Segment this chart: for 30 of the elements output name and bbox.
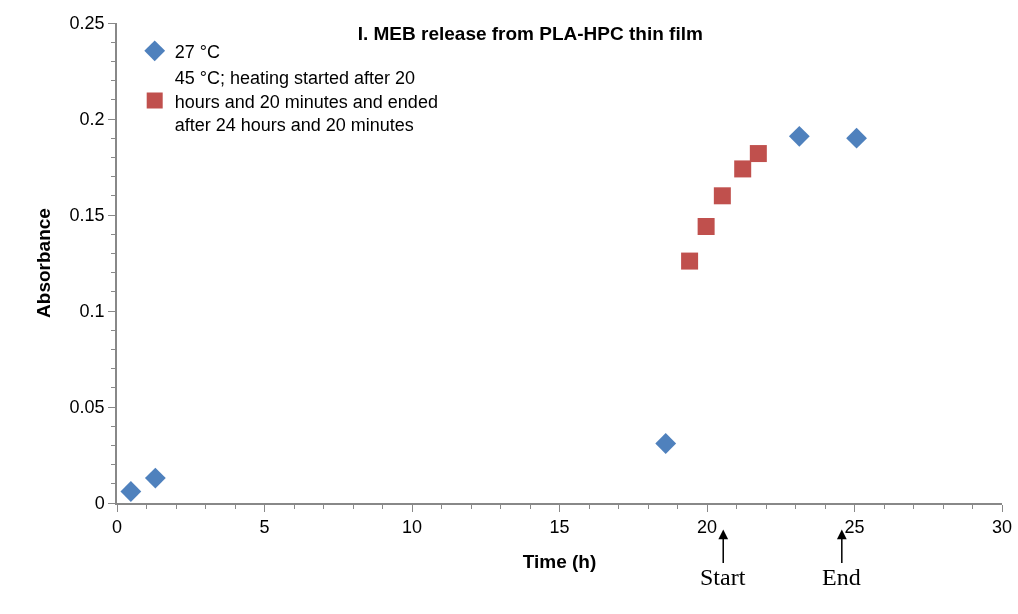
point	[713, 187, 731, 205]
x-tick-label: 30	[991, 517, 1013, 538]
point	[120, 481, 142, 502]
y-tick-label: 0	[94, 493, 105, 514]
y-tick-label: 0.15	[69, 205, 105, 226]
legend-label: 45 °C; heating started after 20 hours and 20 minutes and ended after 24 hours and 20 minutes	[174, 68, 438, 136]
x-tick-label: 10	[401, 517, 423, 538]
point	[749, 145, 767, 163]
point	[697, 218, 715, 236]
text: End	[822, 564, 861, 590]
point	[734, 160, 752, 178]
point	[144, 467, 166, 489]
x-tick-label: 0	[111, 517, 123, 538]
point	[681, 252, 699, 270]
y-tick-label: 0.05	[69, 397, 105, 418]
x-tick-label: 15	[549, 517, 570, 538]
y-axis-title: Absorbance	[32, 208, 54, 318]
x-axis-title: Time (h)	[522, 550, 597, 572]
text: Start	[700, 564, 746, 590]
y-tick-label: 0.1	[79, 301, 105, 322]
legend-label: 27 °C	[174, 41, 220, 62]
x-tick-label: 20	[696, 517, 718, 538]
chart-title: I. MEB release from PLA-HPC thin film	[357, 22, 703, 44]
y-tick-label: 0.2	[79, 109, 105, 130]
point	[655, 433, 677, 454]
x-tick-label: 25	[844, 517, 865, 538]
point	[846, 127, 867, 149]
y-tick-label: 0.25	[69, 13, 105, 34]
x-tick-label: 5	[259, 517, 270, 538]
point	[788, 125, 810, 147]
